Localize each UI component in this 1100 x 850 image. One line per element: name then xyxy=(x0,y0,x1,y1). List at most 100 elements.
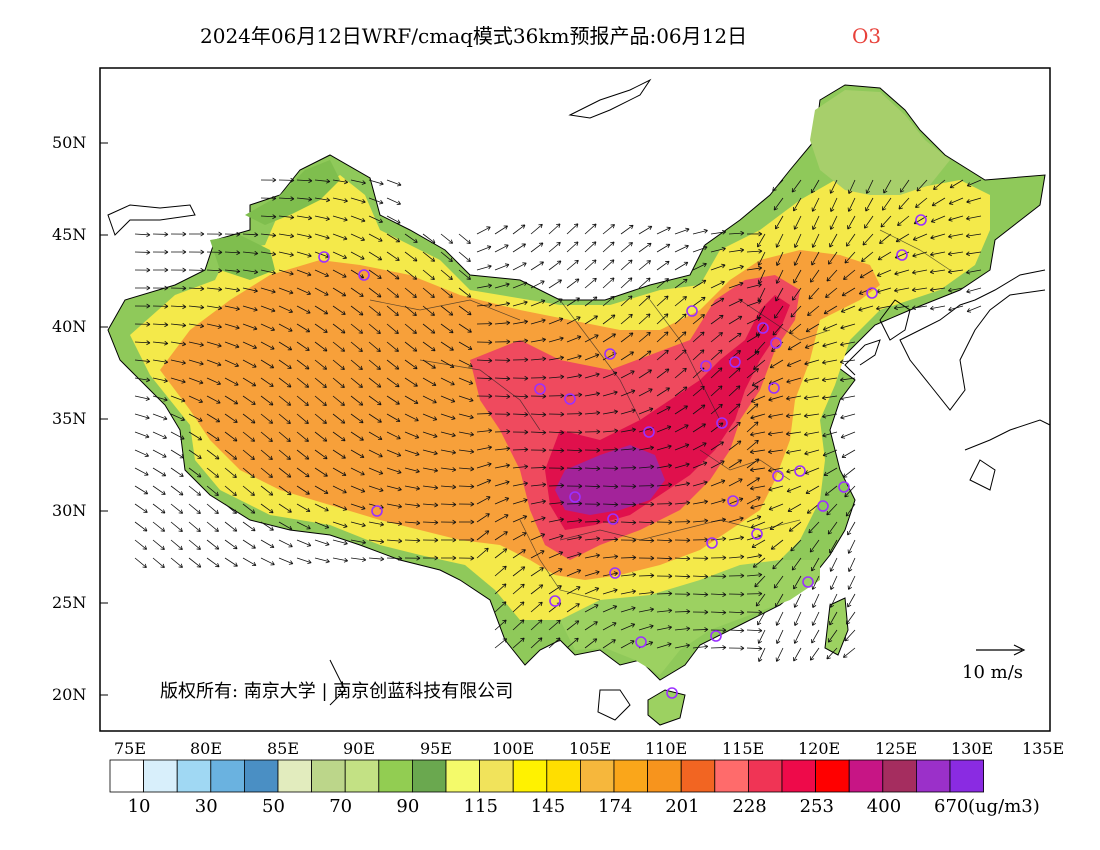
wind-arrow xyxy=(548,298,563,307)
wind-arrow xyxy=(566,586,581,595)
wind-arrow xyxy=(548,585,562,595)
wind-arrow xyxy=(368,305,382,316)
wind-arrow xyxy=(808,521,820,534)
wind-arrow xyxy=(458,395,474,403)
wind-arrow xyxy=(296,395,309,407)
wind-arrow xyxy=(458,431,474,437)
wind-scale-label: 10 m/s xyxy=(962,662,1023,683)
wind-arrow xyxy=(422,233,436,244)
wind-arrow xyxy=(948,215,964,222)
wind-arrow xyxy=(548,260,562,271)
wind-arrow xyxy=(404,269,418,280)
wind-arrow xyxy=(368,467,384,475)
wind-arrow xyxy=(224,359,239,368)
wind-arrow xyxy=(775,233,784,248)
wind-arrow xyxy=(260,377,274,387)
wind-arrow xyxy=(844,629,856,642)
wind-arrow xyxy=(728,459,742,469)
wind-arrow xyxy=(584,570,600,577)
wind-arrow xyxy=(512,498,528,505)
wind-arrow xyxy=(512,515,528,523)
wind-arrow xyxy=(692,627,709,632)
station-marker xyxy=(534,383,546,395)
wind-arrow xyxy=(806,503,820,514)
wind-arrow xyxy=(656,349,669,361)
wind-arrow xyxy=(845,611,856,625)
colorbar-tick-label: 30 xyxy=(195,796,218,817)
wind-arrow xyxy=(350,431,364,441)
wind-arrow xyxy=(188,521,201,533)
wind-arrow xyxy=(224,341,240,349)
wind-arrow xyxy=(602,447,619,453)
wind-arrow xyxy=(790,305,802,318)
wind-arrow xyxy=(710,367,723,379)
wind-arrow xyxy=(811,233,820,248)
wind-arrow xyxy=(966,287,982,294)
wind-arrow xyxy=(404,377,418,387)
wind-arrow xyxy=(404,555,421,561)
wind-arrow xyxy=(965,251,982,257)
wind-arrow xyxy=(548,465,565,471)
wind-arrow xyxy=(332,449,346,459)
wind-arrow xyxy=(332,467,347,476)
wind-arrow xyxy=(512,532,527,541)
colorbar-swatch xyxy=(613,759,648,793)
wind-arrow xyxy=(750,503,766,510)
wind-arrow xyxy=(296,341,310,351)
wind-arrow xyxy=(134,413,150,420)
wind-arrow xyxy=(876,305,892,311)
colorbar-swatch xyxy=(580,759,615,793)
wind-arrow xyxy=(656,591,673,596)
wind-arrow xyxy=(728,591,745,597)
wind-arrow xyxy=(620,370,635,379)
wind-arrow xyxy=(440,467,457,472)
wind-arrow xyxy=(242,323,258,331)
wind-arrow xyxy=(821,395,838,401)
wind-arrow xyxy=(692,574,709,579)
wind-arrow xyxy=(206,539,220,550)
wind-arrow xyxy=(188,503,201,515)
station-marker xyxy=(802,576,814,588)
wind-arrow xyxy=(260,431,273,443)
wind-arrow xyxy=(440,449,456,455)
wind-arrow xyxy=(494,244,509,253)
colorbar-swatch xyxy=(277,759,312,793)
wind-arrow xyxy=(638,295,651,307)
wind-arrow xyxy=(839,395,856,401)
wind-arrow xyxy=(829,557,838,572)
wind-arrow xyxy=(512,338,529,344)
wind-arrow xyxy=(728,516,744,523)
wind-arrow xyxy=(260,539,275,548)
wind-arrow xyxy=(674,500,691,506)
wind-arrow xyxy=(584,410,601,416)
wind-arrow xyxy=(476,226,491,235)
wind-arrow xyxy=(620,259,633,271)
wind-arrow xyxy=(803,395,820,401)
wind-arrow xyxy=(804,449,820,456)
colorbar-swatch xyxy=(109,759,144,793)
wind-arrow xyxy=(584,223,597,235)
wind-arrow xyxy=(206,286,223,292)
wind-arrow xyxy=(638,607,654,613)
wind-arrow xyxy=(332,179,349,185)
wind-arrow xyxy=(350,233,365,242)
wind-arrow xyxy=(824,485,838,496)
wind-arrow xyxy=(930,233,946,240)
station-marker xyxy=(768,382,780,394)
wind-arrow xyxy=(692,331,705,343)
wind-arrow xyxy=(811,197,820,212)
wind-arrow xyxy=(826,647,838,660)
wind-arrow xyxy=(476,428,493,434)
wind-arrow xyxy=(710,246,726,253)
wind-arrow xyxy=(584,587,600,595)
wind-arrow xyxy=(692,480,708,487)
wind-arrow xyxy=(368,521,384,527)
wind-arrow xyxy=(314,413,327,424)
wind-arrow xyxy=(710,627,727,633)
wind-arrow xyxy=(620,313,633,325)
wind-arrow xyxy=(823,305,838,315)
wind-arrow xyxy=(620,606,636,613)
wind-arrow xyxy=(332,269,347,278)
wind-arrow xyxy=(206,449,220,460)
wind-arrow xyxy=(566,335,582,343)
